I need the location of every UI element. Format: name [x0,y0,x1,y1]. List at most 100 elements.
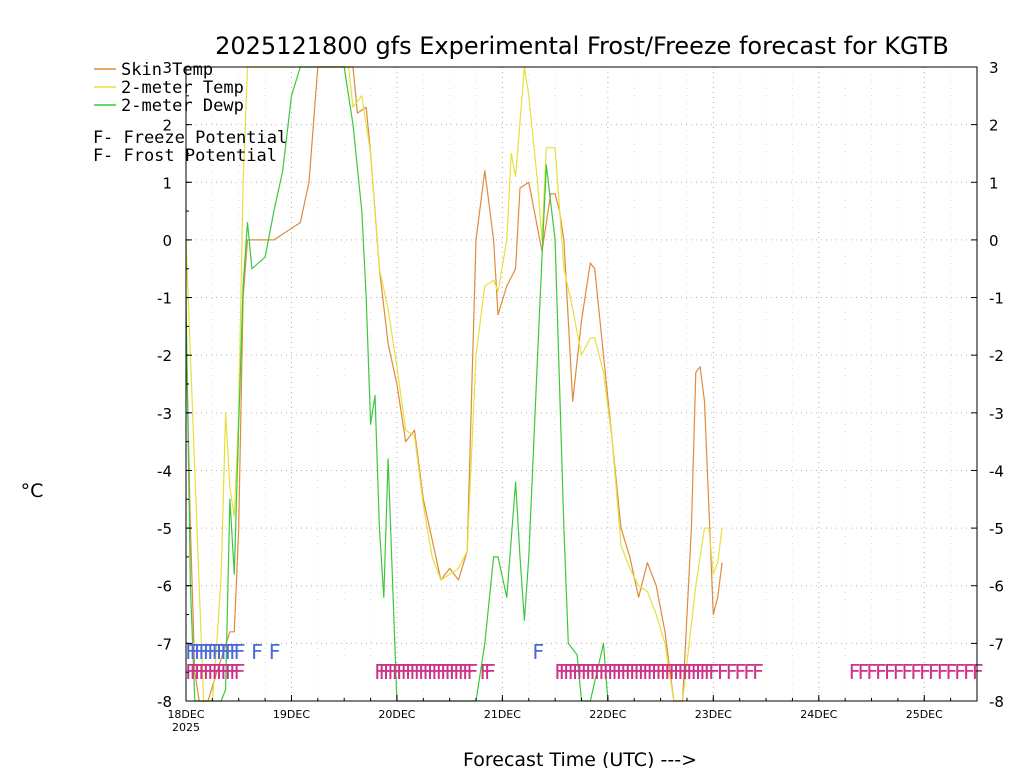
x-tick-label: 19DEC [273,708,310,721]
series-line-skin-temp [185,66,723,702]
freeze-marker: F [602,660,614,684]
freeze-marker: F [233,660,245,684]
x-tick-label: 24DEC [800,708,837,721]
freeze-marker: F [581,660,593,684]
frost-marker: F [189,640,201,664]
freeze-marker: F [435,660,447,684]
freeze-marker: F [440,660,452,684]
freeze-marker: F [629,660,641,684]
freeze-marker: F [857,660,869,684]
freeze-marker: F [919,660,931,684]
freeze-marker: F [624,660,636,684]
freeze-marker: F [752,660,764,684]
freeze-marker: F [572,660,584,684]
freeze-marker: F [849,660,861,684]
freeze-marker: F [972,660,984,684]
freeze-marker: F [400,660,412,684]
freeze-marker: F [594,660,606,684]
y-tick-label-left: -2 [157,347,172,365]
y-tick-label-right: -3 [989,405,1004,423]
freeze-marker: F [699,660,711,684]
y-axis-label: °C [21,480,44,502]
frost-marker: F [532,640,544,664]
freeze-marker: F [620,660,632,684]
x-tick-label: 20DEC [378,708,415,721]
x-axis-label: Forecast Time (UTC) ---> [463,749,697,768]
frost-marker: F [251,640,263,664]
legend-potential-letter: F [93,146,103,166]
freeze-marker: F [585,660,597,684]
y-tick-label-left: 0 [162,232,172,250]
freeze-marker: F [607,660,619,684]
freeze-marker: F [646,660,658,684]
frost-marker: F [233,640,245,664]
legend-potential-label: - Frost Potential [103,146,277,166]
freeze-marker: F [651,660,663,684]
y-tick-label-left: -5 [157,520,172,538]
frost-marker: F [225,640,237,664]
freeze-marker: F [414,660,426,684]
freeze-marker: F [422,660,434,684]
legend-label: Skin Temp [121,60,213,80]
chart-title: 2025121800 gfs Experimental Frost/Freeze… [215,32,949,60]
freeze-marker: F [559,660,571,684]
freeze-marker: F [203,660,215,684]
freeze-marker: F [901,660,913,684]
freeze-marker: F [466,660,478,684]
freeze-marker: F [453,660,465,684]
x-tick-label: 21DEC [484,708,521,721]
y-tick-label-right: 3 [989,59,999,77]
freeze-marker: F [616,660,628,684]
axis-ticks: -8 -8 -7 -7 -6 -6 -5 -5 -4 -4 -3 -3 -2 -2 -1 -1 0 0 1 1 2 2 3 3… [157,59,1004,734]
freeze-marker: F [936,660,948,684]
x-tick-label: 23DEC [695,708,732,721]
freeze-marker: F [690,660,702,684]
frost-marker: F [268,640,280,664]
freeze-marker: F [598,660,610,684]
freeze-marker: F [229,660,241,684]
legend-label: 2-meter Temp [121,78,244,98]
freeze-marker: F [673,660,685,684]
y-tick-label-right: 0 [989,232,999,250]
y-tick-label-left: 3 [162,59,172,77]
frost-marker: F [194,640,206,664]
frost-marker: F [220,640,232,664]
freeze-marker: F [726,660,738,684]
y-tick-label-right: -2 [989,347,1004,365]
freeze-marker: F [963,660,975,684]
y-tick-label-left: 1 [162,174,172,192]
freeze-marker: F [567,660,579,684]
x-tick-label: 18DEC [167,708,204,721]
freeze-marker: F [717,660,729,684]
freeze-marker: F [611,660,623,684]
y-tick-label-left: -1 [157,290,172,308]
freeze-marker: F [449,660,461,684]
y-tick-label-left: 2 [162,117,172,135]
freeze-marker: F [374,660,386,684]
freeze-marker: F [743,660,755,684]
freeze-marker: F [945,660,957,684]
y-tick-label-right: -7 [989,635,1004,653]
freeze-marker: F [954,660,966,684]
freeze-marker: F [686,660,698,684]
freeze-marker: F [668,660,680,684]
freeze-marker: F [633,660,645,684]
freeze-marker: F [185,660,197,684]
freeze-marker: F [708,660,720,684]
freeze-marker: F [589,660,601,684]
freeze-marker: F [866,660,878,684]
freeze-marker: F [444,660,456,684]
freeze-marker: F [910,660,922,684]
frost-marker: F [198,640,210,664]
freeze-marker: F [220,660,232,684]
y-tick-label-right: 2 [989,117,999,135]
freeze-marker: F [884,660,896,684]
y-tick-label-left: -8 [157,693,172,711]
y-tick-label-left: -7 [157,635,172,653]
legend-potential-label: - Freeze Potential [103,128,287,148]
freeze-marker: F [875,660,887,684]
legend-label: 2-meter Dewp [121,96,244,116]
y-tick-label-right: -6 [989,578,1004,596]
